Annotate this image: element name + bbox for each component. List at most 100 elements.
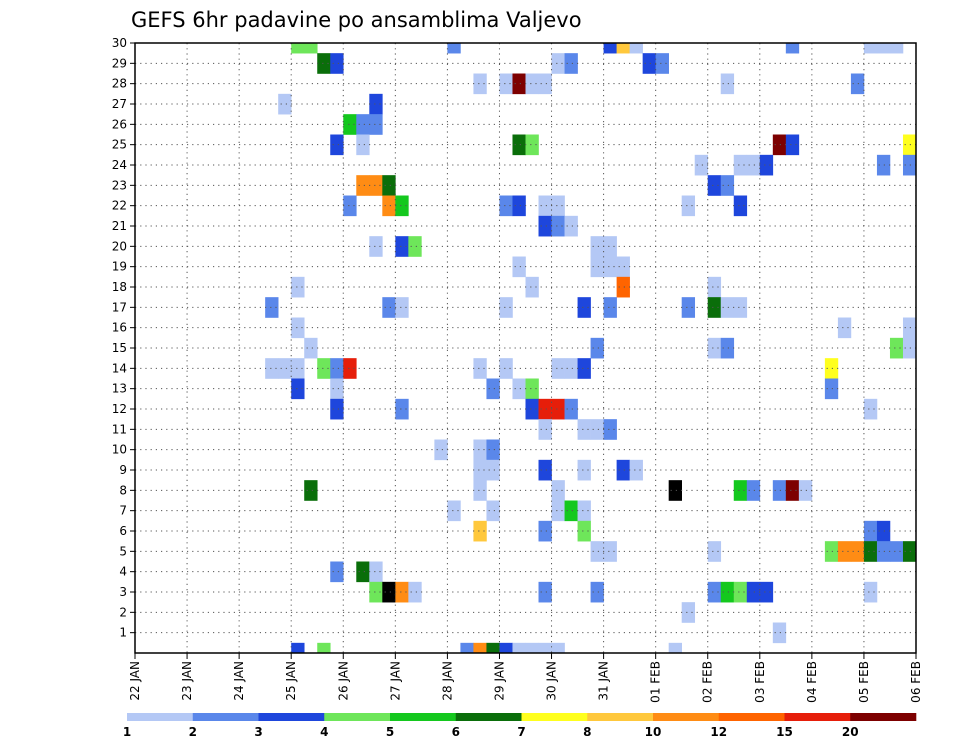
heatmap-cell — [837, 541, 852, 562]
gridlines — [135, 42, 917, 653]
y-tick-label: 15 — [112, 341, 127, 355]
colorbar-label: 8 — [583, 725, 591, 739]
heatmap-cell — [447, 500, 461, 522]
heatmap-cell — [616, 43, 630, 54]
x-tick-label: 04 FEB — [805, 661, 819, 703]
heatmap-cell — [317, 642, 331, 654]
heatmap-cell — [538, 459, 552, 481]
heatmap-cell — [564, 358, 578, 379]
y-tick-label: 27 — [112, 97, 127, 111]
heatmap-cell — [395, 297, 409, 318]
heatmap-cell — [369, 175, 383, 196]
heatmap-cell — [551, 215, 565, 237]
heatmap-cell — [642, 53, 656, 74]
heatmap-cell — [291, 317, 305, 339]
heatmap-cell — [902, 541, 917, 562]
heatmap-cell — [356, 175, 370, 196]
colorbar-label: 12 — [710, 725, 727, 739]
heatmap-cell — [525, 134, 539, 156]
colorbar-label: 6 — [452, 725, 460, 739]
heatmap-cell — [902, 154, 917, 176]
heatmap-cell — [707, 297, 722, 318]
heatmap-cell — [863, 541, 878, 562]
heatmap-cell — [551, 480, 565, 501]
heatmap-cell — [590, 419, 604, 440]
x-tick-label: 28 JAN — [440, 661, 454, 701]
heatmap-cell — [460, 642, 474, 654]
heatmap-cell — [707, 581, 722, 603]
heatmap-cell — [512, 256, 526, 278]
heatmap-cell — [486, 378, 500, 400]
y-tick-label: 2 — [119, 605, 127, 619]
y-tick-label: 11 — [112, 422, 127, 436]
heatmap-cell — [824, 358, 839, 379]
heatmap-cell — [369, 561, 383, 583]
x-tick-label: 24 JAN — [232, 661, 246, 701]
heatmap-cell — [863, 398, 878, 420]
colorbar-swatch — [127, 713, 194, 721]
heatmap-cell — [317, 358, 331, 379]
heatmap-cell — [473, 642, 487, 654]
heatmap-cell — [902, 317, 917, 339]
heatmap-cell — [876, 541, 891, 562]
heatmap-cell — [668, 642, 682, 654]
heatmap-cell — [473, 439, 487, 461]
y-tick-label: 30 — [112, 36, 127, 50]
y-tick-label: 14 — [112, 361, 127, 375]
heatmap-cell — [694, 154, 709, 176]
colorbar-swatch — [850, 713, 917, 721]
heatmap-cell — [590, 541, 604, 562]
heatmap-cell — [525, 378, 539, 400]
heatmap-cell — [603, 419, 617, 440]
heatmap-cell — [369, 236, 383, 257]
heatmap-cell — [473, 480, 487, 501]
heatmap-cell — [707, 276, 722, 298]
heatmap-cell — [395, 581, 409, 603]
x-tick-label: 06 FEB — [909, 661, 923, 703]
heatmap-cell — [499, 195, 513, 217]
heatmap-cell — [889, 541, 904, 562]
heatmap-cell — [291, 642, 305, 654]
heatmap-cell — [473, 73, 487, 95]
colorbar-label: 10 — [645, 725, 662, 739]
colorbar-label: 3 — [254, 725, 262, 739]
colorbar-swatch — [258, 713, 325, 721]
heatmap-cell — [408, 581, 422, 603]
heatmap-cell — [538, 581, 552, 603]
heatmap-cell — [564, 398, 578, 420]
heatmap-cell — [577, 358, 591, 379]
y-tick-label: 12 — [112, 402, 127, 416]
heatmap-cell — [577, 459, 591, 481]
heatmap-cell — [889, 337, 904, 359]
heatmap-cell — [525, 398, 539, 420]
heatmap-cell — [356, 561, 370, 583]
colorbar-swatch — [718, 713, 785, 721]
heatmap-cell — [473, 520, 487, 542]
heatmap-cell — [330, 378, 344, 400]
y-tick-label: 24 — [112, 158, 127, 172]
y-tick-label: 6 — [119, 524, 127, 538]
heatmap-cell — [486, 439, 500, 461]
heatmap-cell — [590, 256, 604, 278]
x-tick-label: 26 JAN — [336, 661, 350, 701]
colorbar-swatch — [324, 713, 391, 721]
heatmap-cells — [265, 43, 917, 654]
x-tick-label: 27 JAN — [388, 661, 402, 701]
y-axis: 1234567891011121314151617181920212223242… — [112, 36, 135, 640]
heatmap-cell — [733, 297, 748, 318]
x-tick-label: 05 FEB — [857, 661, 871, 703]
heatmap-cell — [577, 500, 591, 522]
heatmap-cell — [876, 154, 891, 176]
y-tick-label: 28 — [112, 77, 127, 91]
y-tick-label: 1 — [119, 626, 127, 640]
heatmap-cell — [499, 73, 513, 95]
heatmap-cell — [382, 175, 396, 196]
heatmap-cell — [616, 276, 630, 298]
heatmap-cell — [733, 154, 748, 176]
heatmap-cell — [603, 236, 617, 257]
heatmap-cell — [291, 43, 305, 54]
heatmap-cell — [772, 622, 787, 644]
y-tick-label: 19 — [112, 260, 127, 274]
y-tick-label: 8 — [119, 483, 127, 497]
